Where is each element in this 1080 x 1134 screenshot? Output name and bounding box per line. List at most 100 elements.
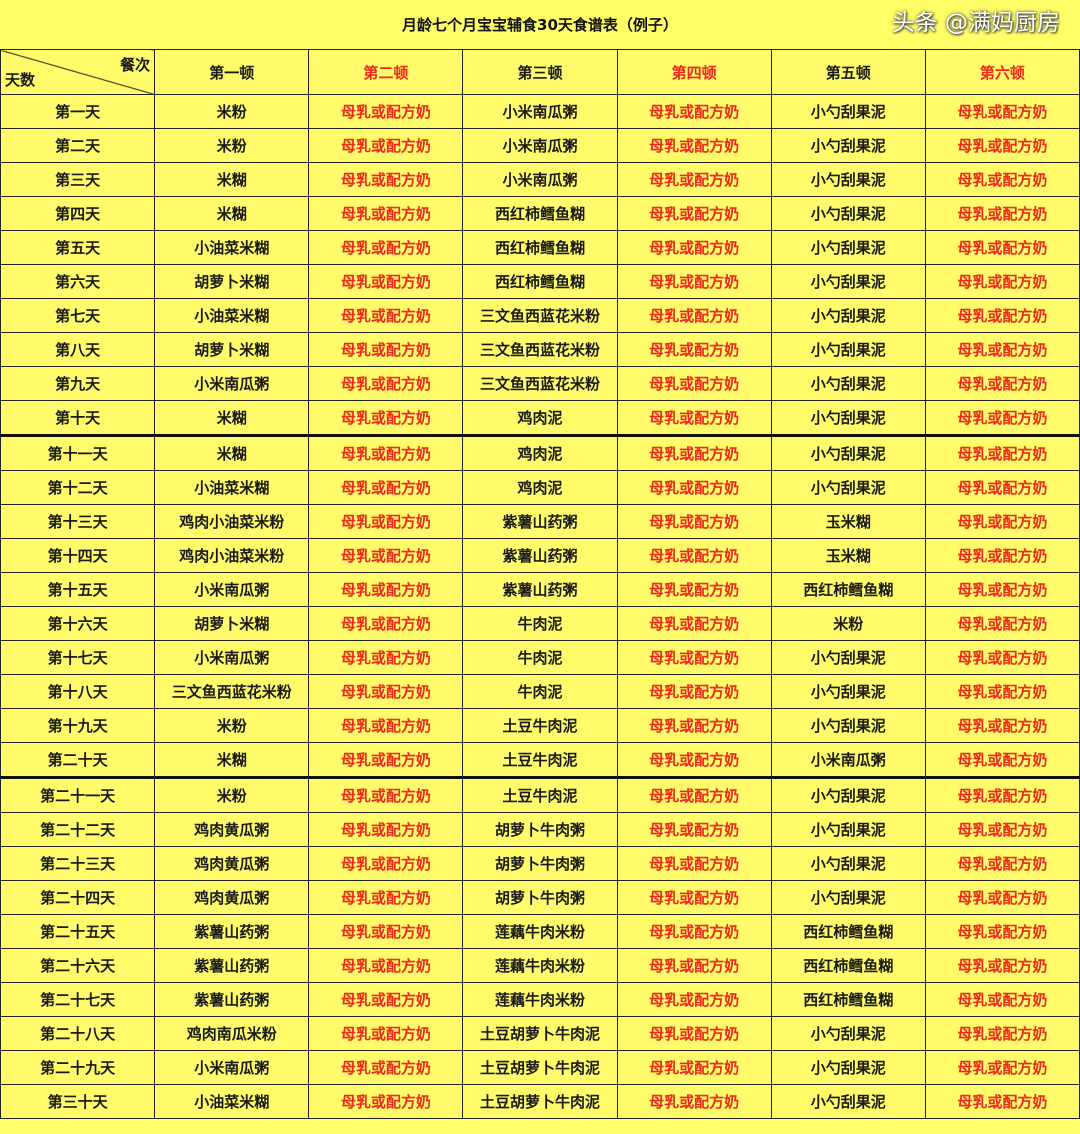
meal-cell: 小油菜米糊	[154, 298, 310, 333]
table-row: 第十二天 小油菜米糊 母乳或配方奶 鸡肉泥 母乳或配方奶 小勺刮果泥 母乳或配方奶	[0, 470, 1080, 505]
meal-cell: 小勺刮果泥	[770, 674, 926, 709]
meal-cell: 紫薯山药粥	[154, 982, 310, 1017]
meal-cell: 莲藕牛肉米粉	[462, 914, 618, 949]
meal-cell: 鸡肉小油菜米粉	[154, 504, 310, 539]
header-meal-4: 第四顿	[616, 49, 772, 95]
day-cell: 第十八天	[0, 674, 156, 709]
table-row: 第二十三天 鸡肉黄瓜粥 母乳或配方奶 胡萝卜牛肉粥 母乳或配方奶 小勺刮果泥 母乳或配方奶	[0, 846, 1080, 881]
meal-cell: 母乳或配方奶	[308, 1050, 464, 1085]
meal-cell: 小油菜米糊	[154, 1084, 310, 1119]
day-cell: 第十一天	[0, 434, 156, 471]
day-cell: 第十六天	[0, 606, 156, 641]
meal-cell: 母乳或配方奶	[308, 1016, 464, 1051]
meal-cell: 母乳或配方奶	[616, 538, 772, 573]
meal-cell: 母乳或配方奶	[308, 94, 464, 129]
day-cell: 第二十六天	[0, 948, 156, 983]
day-cell: 第十七天	[0, 640, 156, 675]
meal-cell: 母乳或配方奶	[616, 880, 772, 915]
table-row: 第二天 米粉 母乳或配方奶 小米南瓜粥 母乳或配方奶 小勺刮果泥 母乳或配方奶	[0, 128, 1080, 163]
day-cell: 第十天	[0, 400, 156, 436]
meal-cell: 母乳或配方奶	[616, 812, 772, 847]
table-row: 第三十天 小油菜米糊 母乳或配方奶 土豆胡萝卜牛肉泥 母乳或配方奶 小勺刮果泥 母乳或配方奶	[0, 1084, 1080, 1119]
meal-cell: 米糊	[154, 434, 310, 471]
meal-cell: 莲藕牛肉米粉	[462, 982, 618, 1017]
meal-cell: 小勺刮果泥	[770, 162, 926, 197]
meal-cell: 莲藕牛肉米粉	[462, 948, 618, 983]
meal-cell: 三文鱼西蓝花米粉	[462, 332, 618, 367]
meal-cell: 母乳或配方奶	[924, 846, 1080, 881]
meal-label: 餐次	[120, 56, 151, 74]
meal-cell: 母乳或配方奶	[924, 298, 1080, 333]
header-meal-2: 第二顿	[308, 49, 464, 95]
meal-cell: 小勺刮果泥	[770, 812, 926, 847]
meal-cell: 母乳或配方奶	[616, 230, 772, 265]
meal-cell: 母乳或配方奶	[308, 400, 464, 436]
meal-cell: 紫薯山药粥	[154, 914, 310, 949]
meal-cell: 鸡肉黄瓜粥	[154, 880, 310, 915]
day-cell: 第八天	[0, 332, 156, 367]
meal-cell: 母乳或配方奶	[924, 128, 1080, 163]
meal-cell: 土豆胡萝卜牛肉泥	[462, 1050, 618, 1085]
day-cell: 第二十八天	[0, 1016, 156, 1051]
meal-cell: 母乳或配方奶	[308, 948, 464, 983]
table-row: 第十八天 三文鱼西蓝花米粉 母乳或配方奶 牛肉泥 母乳或配方奶 小勺刮果泥 母乳或配方奶	[0, 674, 1080, 709]
meal-cell: 小油菜米糊	[154, 230, 310, 265]
meal-cell: 母乳或配方奶	[924, 400, 1080, 436]
meal-cell: 西红柿鳕鱼糊	[770, 948, 926, 983]
meal-cell: 母乳或配方奶	[924, 196, 1080, 231]
meal-cell: 母乳或配方奶	[616, 400, 772, 436]
header-row: 餐次 天数 第一顿 第二顿 第三顿 第四顿 第五顿 第六顿	[0, 49, 1080, 95]
table-row: 第十五天 小米南瓜粥 母乳或配方奶 紫薯山药粥 母乳或配方奶 西红柿鳕鱼糊 母乳或配方奶	[0, 572, 1080, 607]
meal-cell: 母乳或配方奶	[308, 742, 464, 778]
meal-cell: 小米南瓜粥	[462, 162, 618, 197]
meal-cell: 母乳或配方奶	[924, 708, 1080, 743]
meal-cell: 母乳或配方奶	[924, 264, 1080, 299]
meal-plan-table: 餐次 天数 第一顿 第二顿 第三顿 第四顿 第五顿 第六顿 第一天 米粉 母乳或配方…	[0, 49, 1080, 1119]
meal-cell: 母乳或配方奶	[616, 298, 772, 333]
meal-cell: 母乳或配方奶	[616, 640, 772, 675]
meal-cell: 母乳或配方奶	[308, 640, 464, 675]
meal-cell: 小米南瓜粥	[154, 366, 310, 401]
meal-cell: 胡萝卜牛肉粥	[462, 812, 618, 847]
meal-cell: 小勺刮果泥	[770, 230, 926, 265]
meal-cell: 小米南瓜粥	[154, 1050, 310, 1085]
meal-cell: 母乳或配方奶	[616, 332, 772, 367]
table-row: 第二十四天 鸡肉黄瓜粥 母乳或配方奶 胡萝卜牛肉粥 母乳或配方奶 小勺刮果泥 母乳或配方奶	[0, 880, 1080, 915]
meal-cell: 鸡肉南瓜米粉	[154, 1016, 310, 1051]
meal-cell: 母乳或配方奶	[308, 128, 464, 163]
meal-cell: 小勺刮果泥	[770, 880, 926, 915]
header-meal-5: 第五顿	[770, 49, 926, 95]
meal-cell: 母乳或配方奶	[616, 948, 772, 983]
meal-cell: 紫薯山药粥	[154, 948, 310, 983]
meal-cell: 母乳或配方奶	[308, 776, 464, 813]
meal-cell: 小勺刮果泥	[770, 264, 926, 299]
meal-cell: 米粉	[154, 128, 310, 163]
meal-cell: 小勺刮果泥	[770, 434, 926, 471]
meal-cell: 母乳或配方奶	[616, 470, 772, 505]
day-cell: 第二十四天	[0, 880, 156, 915]
day-cell: 第十九天	[0, 708, 156, 743]
meal-cell: 牛肉泥	[462, 674, 618, 709]
meal-cell: 小勺刮果泥	[770, 94, 926, 129]
meal-cell: 母乳或配方奶	[924, 572, 1080, 607]
meal-cell: 母乳或配方奶	[924, 606, 1080, 641]
table-row: 第二十五天 紫薯山药粥 母乳或配方奶 莲藕牛肉米粉 母乳或配方奶 西红柿鳕鱼糊 母乳或配方奶	[0, 914, 1080, 949]
meal-cell: 母乳或配方奶	[924, 538, 1080, 573]
meal-cell: 母乳或配方奶	[308, 708, 464, 743]
meal-cell: 母乳或配方奶	[308, 196, 464, 231]
meal-cell: 母乳或配方奶	[308, 298, 464, 333]
table-row: 第六天 胡萝卜米糊 母乳或配方奶 西红柿鳕鱼糊 母乳或配方奶 小勺刮果泥 母乳或配方奶	[0, 264, 1080, 299]
day-cell: 第三十天	[0, 1084, 156, 1119]
meal-cell: 小油菜米糊	[154, 470, 310, 505]
meal-cell: 母乳或配方奶	[616, 162, 772, 197]
meal-cell: 母乳或配方奶	[924, 94, 1080, 129]
meal-cell: 母乳或配方奶	[616, 914, 772, 949]
table-row: 第四天 米糊 母乳或配方奶 西红柿鳕鱼糊 母乳或配方奶 小勺刮果泥 母乳或配方奶	[0, 196, 1080, 231]
meal-cell: 土豆牛肉泥	[462, 776, 618, 813]
meal-cell: 母乳或配方奶	[924, 332, 1080, 367]
meal-cell: 小勺刮果泥	[770, 776, 926, 813]
table-row: 第三天 米糊 母乳或配方奶 小米南瓜粥 母乳或配方奶 小勺刮果泥 母乳或配方奶	[0, 162, 1080, 197]
meal-cell: 母乳或配方奶	[308, 812, 464, 847]
meal-cell: 小米南瓜粥	[462, 128, 618, 163]
meal-cell: 三文鱼西蓝花米粉	[462, 298, 618, 333]
